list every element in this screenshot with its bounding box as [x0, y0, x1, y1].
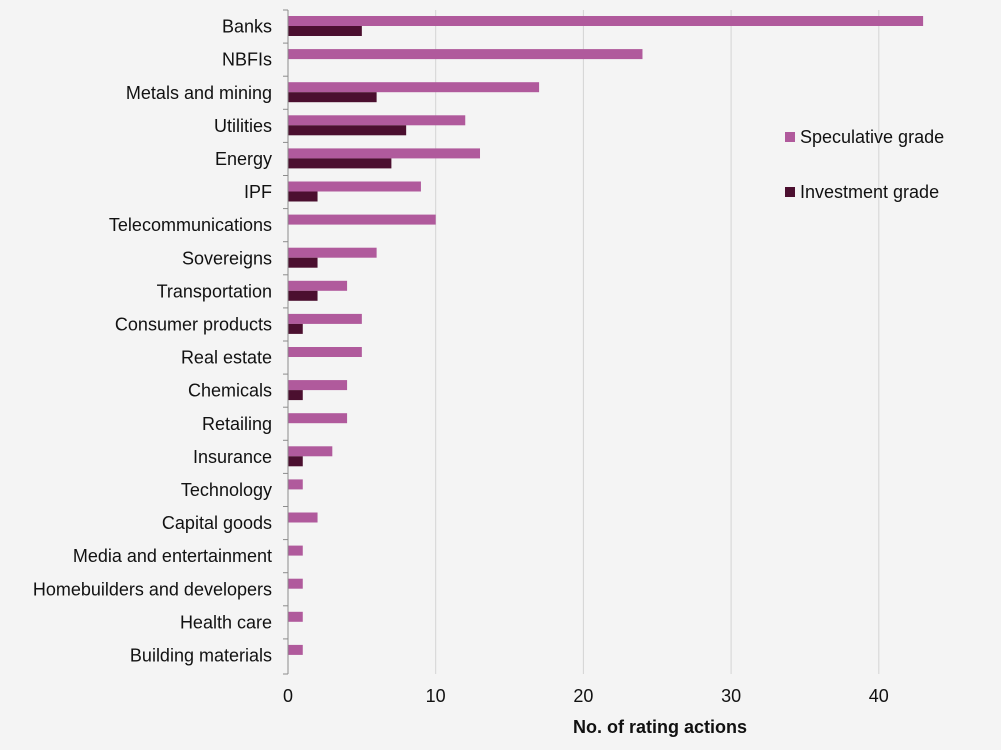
bar-speculative-grade [288, 446, 333, 457]
category-label: Media and entertainment [73, 546, 272, 566]
x-tick-label: 30 [721, 686, 741, 706]
x-tick-labels: 0 10 20 30 40 [283, 686, 889, 706]
category-label: Telecommunications [109, 215, 272, 235]
category-label: Homebuilders and developers [33, 579, 272, 599]
x-tick-label: 40 [869, 686, 889, 706]
category-label: Real estate [181, 348, 272, 368]
bar-speculative-grade [288, 479, 303, 490]
bar-speculative-grade [288, 347, 362, 357]
bar-speculative-grade [288, 280, 348, 291]
x-tick-label: 20 [573, 686, 593, 706]
gridlines [435, 10, 880, 674]
x-tick-label: 10 [426, 686, 446, 706]
bar-speculative-grade [288, 512, 318, 523]
bar-speculative-grade [288, 214, 436, 225]
bar-speculative-grade [288, 380, 348, 391]
category-label: Building materials [130, 645, 272, 665]
bar-investment-grade [288, 26, 362, 36]
category-label: Capital goods [162, 513, 272, 533]
category-label: Technology [181, 480, 272, 500]
bar-speculative-grade [288, 82, 540, 93]
bar-speculative-grade [288, 413, 348, 424]
category-label: Consumer products [115, 314, 272, 334]
bar-speculative-grade [288, 115, 466, 126]
bar-speculative-grade [288, 578, 303, 589]
legend: Speculative grade Investment grade [785, 127, 944, 202]
x-tick-label: 0 [283, 686, 293, 706]
bar-speculative-grade [288, 181, 421, 192]
legend-swatch [785, 187, 795, 197]
category-labels: Banks NBFIs Metals and mining Utilities Ener… [33, 17, 272, 666]
category-label: Health care [180, 612, 272, 632]
bar-investment-grade [288, 456, 303, 467]
category-label: Transportation [157, 281, 272, 301]
legend-swatch [785, 132, 795, 142]
bar-speculative-grade [288, 16, 924, 26]
bar-investment-grade [288, 191, 318, 202]
category-label: Banks [222, 17, 272, 37]
bar-investment-grade [288, 390, 303, 401]
bar-investment-grade [288, 290, 318, 301]
category-label: IPF [244, 182, 272, 202]
category-label: NBFIs [222, 50, 272, 70]
bar-speculative-grade [288, 49, 643, 60]
bar-speculative-grade [288, 644, 303, 655]
bars [288, 16, 924, 655]
bar-investment-grade [288, 323, 303, 334]
legend-label: Investment grade [800, 182, 939, 202]
bar-speculative-grade [288, 247, 377, 258]
category-label: Energy [215, 149, 272, 169]
bar-investment-grade [288, 257, 318, 268]
category-label: Sovereigns [182, 248, 272, 268]
bar-investment-grade [288, 125, 407, 136]
bar-speculative-grade [288, 148, 481, 159]
bar-speculative-grade [288, 611, 303, 622]
bar-investment-grade [288, 158, 392, 169]
category-label: Metals and mining [126, 83, 272, 103]
legend-label: Speculative grade [800, 127, 944, 147]
category-label: Retailing [202, 414, 272, 434]
axes [283, 9, 289, 675]
bar-investment-grade [288, 92, 377, 103]
category-label: Insurance [193, 447, 272, 467]
category-label: Chemicals [188, 381, 272, 401]
bar-speculative-grade [288, 313, 362, 324]
category-label: Utilities [214, 116, 272, 136]
x-axis-title: No. of rating actions [573, 717, 747, 737]
bar-speculative-grade [288, 545, 303, 556]
